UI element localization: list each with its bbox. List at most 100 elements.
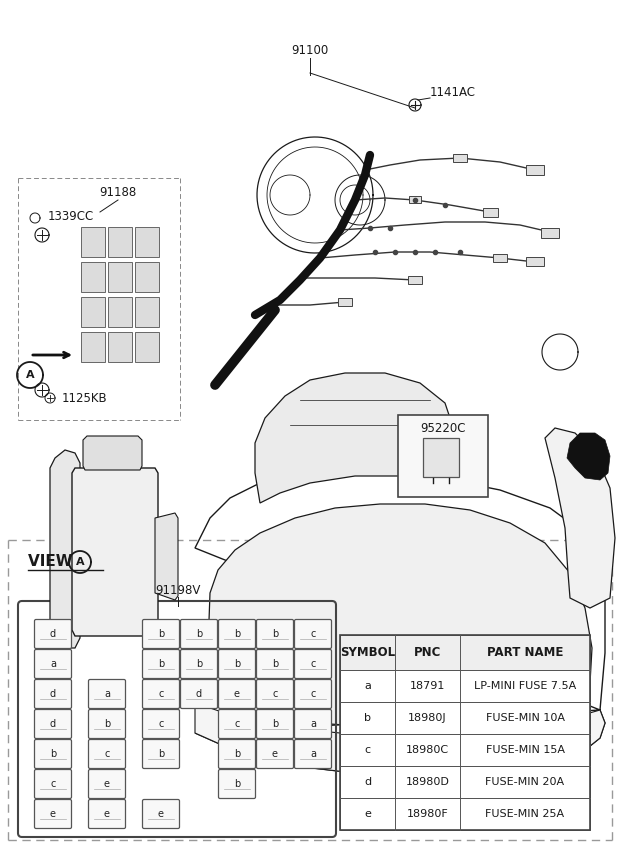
Text: a: a [50, 659, 56, 669]
Text: a: a [104, 689, 110, 699]
FancyBboxPatch shape [89, 739, 125, 768]
Bar [493, 254, 507, 262]
FancyBboxPatch shape [35, 769, 71, 799]
FancyBboxPatch shape [143, 679, 180, 708]
Text: d: d [364, 777, 371, 787]
Text: 91188: 91188 [99, 187, 136, 199]
Text: e: e [158, 809, 164, 819]
Text: 1141AC: 1141AC [430, 86, 476, 99]
Text: 18980C: 18980C [406, 745, 449, 755]
FancyBboxPatch shape [135, 297, 159, 327]
FancyBboxPatch shape [218, 679, 255, 708]
Text: b: b [50, 749, 56, 759]
FancyBboxPatch shape [108, 262, 132, 292]
FancyBboxPatch shape [81, 227, 105, 257]
Text: A: A [25, 370, 34, 380]
Text: e: e [104, 809, 110, 819]
FancyBboxPatch shape [108, 332, 132, 362]
FancyBboxPatch shape [89, 769, 125, 799]
Text: b: b [158, 659, 164, 669]
FancyBboxPatch shape [35, 739, 71, 768]
Text: b: b [234, 629, 240, 639]
Bar [453, 154, 467, 162]
FancyBboxPatch shape [81, 262, 105, 292]
Text: b: b [272, 719, 278, 729]
FancyBboxPatch shape [294, 650, 332, 678]
Text: LP-MINI FUSE 7.5A: LP-MINI FUSE 7.5A [474, 681, 576, 691]
Text: 1339CC: 1339CC [48, 209, 94, 222]
Text: e: e [234, 689, 240, 699]
FancyBboxPatch shape [81, 297, 105, 327]
FancyBboxPatch shape [35, 650, 71, 678]
FancyBboxPatch shape [143, 650, 180, 678]
Text: d: d [196, 689, 202, 699]
Bar [483, 208, 498, 217]
FancyBboxPatch shape [108, 297, 132, 327]
Polygon shape [255, 373, 460, 503]
FancyBboxPatch shape [423, 438, 459, 477]
Text: e: e [104, 779, 110, 789]
Text: c: c [50, 779, 56, 789]
Polygon shape [195, 703, 605, 776]
Text: b: b [158, 629, 164, 639]
Text: e: e [50, 809, 56, 819]
Text: FUSE-MIN 15A: FUSE-MIN 15A [485, 745, 564, 755]
Bar [409, 196, 421, 203]
FancyBboxPatch shape [294, 739, 332, 768]
FancyBboxPatch shape [143, 800, 180, 828]
Text: c: c [311, 689, 316, 699]
Text: c: c [234, 719, 240, 729]
FancyBboxPatch shape [135, 262, 159, 292]
Text: FUSE-MIN 10A: FUSE-MIN 10A [485, 713, 564, 723]
Text: VIEW: VIEW [28, 555, 78, 570]
Text: 18980F: 18980F [407, 809, 448, 819]
Bar [398, 415, 488, 497]
Text: e: e [272, 749, 278, 759]
FancyBboxPatch shape [89, 710, 125, 739]
Bar [338, 298, 352, 306]
FancyBboxPatch shape [257, 710, 293, 739]
Polygon shape [567, 433, 610, 480]
FancyBboxPatch shape [218, 650, 255, 678]
Text: a: a [310, 749, 316, 759]
FancyBboxPatch shape [89, 679, 125, 708]
Bar [526, 257, 544, 266]
Text: FUSE-MIN 20A: FUSE-MIN 20A [485, 777, 565, 787]
FancyBboxPatch shape [294, 710, 332, 739]
Polygon shape [50, 450, 80, 648]
FancyBboxPatch shape [218, 710, 255, 739]
Bar [526, 165, 544, 175]
FancyBboxPatch shape [35, 620, 71, 649]
FancyBboxPatch shape [35, 800, 71, 828]
Bar [541, 228, 559, 238]
FancyBboxPatch shape [257, 650, 293, 678]
FancyBboxPatch shape [294, 620, 332, 649]
FancyBboxPatch shape [143, 620, 180, 649]
FancyBboxPatch shape [89, 800, 125, 828]
Text: a: a [310, 719, 316, 729]
Text: b: b [104, 719, 110, 729]
Polygon shape [72, 468, 158, 636]
FancyBboxPatch shape [180, 679, 218, 708]
Text: c: c [158, 689, 164, 699]
Text: a: a [364, 681, 371, 691]
Text: b: b [196, 629, 202, 639]
FancyBboxPatch shape [180, 650, 218, 678]
FancyBboxPatch shape [257, 679, 293, 708]
Text: c: c [104, 749, 110, 759]
Text: b: b [234, 659, 240, 669]
Text: FUSE-MIN 25A: FUSE-MIN 25A [485, 809, 565, 819]
Text: b: b [196, 659, 202, 669]
FancyBboxPatch shape [135, 227, 159, 257]
Polygon shape [155, 513, 178, 600]
Polygon shape [83, 436, 142, 470]
Bar [340, 734, 590, 766]
FancyBboxPatch shape [35, 679, 71, 708]
Text: SYMBOL: SYMBOL [340, 646, 395, 659]
Text: b: b [234, 779, 240, 789]
Bar [340, 635, 590, 670]
Text: 18980D: 18980D [405, 777, 450, 787]
Text: c: c [311, 629, 316, 639]
FancyBboxPatch shape [143, 710, 180, 739]
Bar [408, 276, 422, 284]
